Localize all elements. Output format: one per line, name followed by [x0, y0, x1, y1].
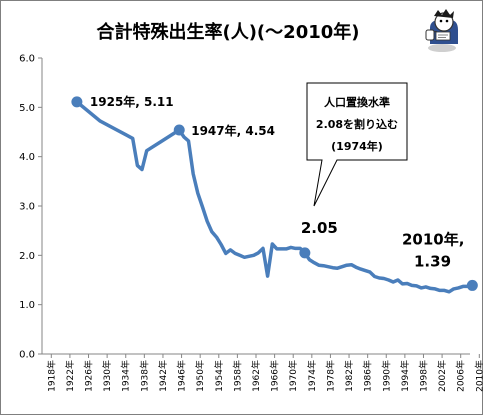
y-tick-label: 4.0: [19, 152, 35, 163]
x-tick-label: 1998年: [417, 360, 429, 392]
highlight-point-1974: [299, 247, 311, 259]
chart-title: 合計特殊出生率(人)(〜2010年): [96, 21, 359, 43]
x-tick-label: 1994年: [399, 360, 411, 392]
x-tick-label: 1938年: [138, 360, 150, 392]
x-tick-label: 1966年: [269, 360, 281, 392]
callout-bubble: 人口置換水準 2.08を割り込む (1974年): [306, 82, 408, 207]
x-tick-label: 1934年: [120, 360, 132, 392]
x-tick-label: 1990年: [380, 360, 392, 392]
y-tick-label: 2.0: [19, 251, 35, 262]
x-tick-label: 2002年: [436, 360, 448, 392]
x-tick-label: 1930年: [101, 360, 113, 392]
highlight-point-1925: [71, 96, 83, 108]
series-line: [75, 100, 475, 294]
y-tick-label: 3.0: [19, 202, 35, 213]
y-tick-label: 5.0: [19, 103, 35, 114]
highlight-point-1947: [173, 124, 185, 136]
callout-line2: 2.08を割り込む: [316, 117, 398, 131]
label-1974: 2.05: [301, 219, 338, 237]
highlight-point-2010: [466, 279, 478, 291]
x-tick-label: 1986年: [362, 360, 374, 392]
x-tick-label: 1918年: [45, 360, 57, 392]
y-tick-label: 6.0: [19, 54, 35, 65]
x-tick-label: 2006年: [455, 360, 467, 392]
x-tick-label: 2010年: [473, 360, 483, 392]
y-axis-ticks: 0.0 1.0 2.0 3.0 4.0 5.0 6.0: [19, 54, 42, 361]
x-tick-label: 1950年: [194, 360, 206, 392]
y-tick-label: 0.0: [19, 350, 35, 361]
label-1925: 1925年, 5.11: [90, 94, 174, 109]
x-tick-label: 1978年: [324, 360, 336, 392]
x-tick-label: 1954年: [213, 360, 225, 392]
x-tick-label: 1922年: [64, 360, 76, 392]
label-2010-year: 2010年,: [402, 230, 464, 248]
y-tick-label: 1.0: [19, 300, 35, 311]
x-tick-label: 1946年: [176, 360, 188, 392]
x-tick-label: 1958年: [231, 360, 243, 392]
callout-line1: 人口置換水準: [324, 95, 390, 109]
x-axis-ticks: 1918年 1922年 1926年 1930年 1934年 1938年 1942年 1946年…: [45, 354, 483, 392]
highlight-markers: [71, 96, 478, 291]
mascot-icon: [425, 9, 458, 52]
x-tick-label: 1942年: [157, 360, 169, 392]
callout-line3: (1974年): [331, 139, 383, 153]
x-tick-label: 1926年: [83, 360, 95, 392]
label-1947: 1947年, 4.54: [191, 123, 275, 138]
x-tick-label: 1962年: [250, 360, 262, 392]
x-tick-label: 1974年: [306, 360, 318, 392]
label-2010-value: 1.39: [414, 252, 451, 270]
x-tick-label: 1970年: [287, 360, 299, 392]
x-tick-label: 1982年: [343, 360, 355, 392]
